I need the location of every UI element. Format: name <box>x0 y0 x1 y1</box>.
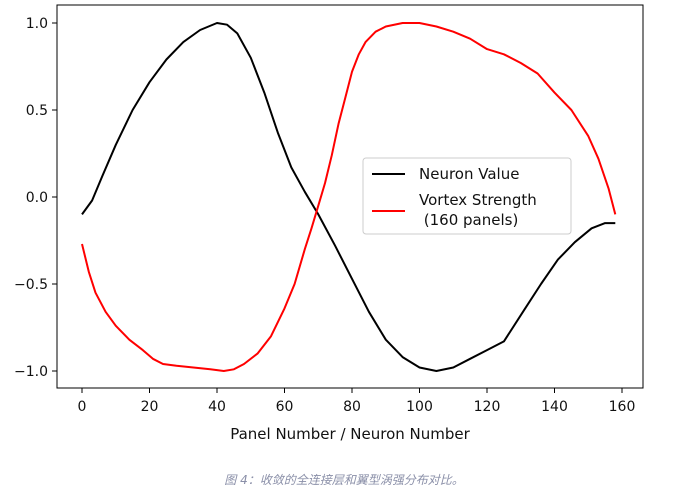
line-chart: 0 20 40 60 80 100 120 140 160 1.00.50.0−0.5−1.0 … <box>14 4 644 443</box>
y-tick-label: 0.5 <box>26 103 48 119</box>
y-tick-label: 0.0 <box>26 190 48 206</box>
legend-label-vortex: Vortex Strength <box>419 191 537 209</box>
x-tick-label: 160 <box>609 399 636 415</box>
legend: Neuron Value Vortex Strength (160 panels… <box>362 157 572 235</box>
figure-caption: 图 4：收敛的全连接层和翼型涡强分布对比。 <box>224 473 464 487</box>
x-axis: 0 20 40 60 80 100 120 140 160 <box>78 388 636 415</box>
x-tick-label: 20 <box>141 399 159 415</box>
y-tick-label: 1.0 <box>26 16 48 32</box>
x-tick-label: 40 <box>208 399 226 415</box>
x-axis-label: Panel Number / Neuron Number <box>230 425 470 443</box>
legend-box <box>362 157 572 235</box>
x-tick-label: 60 <box>276 399 294 415</box>
x-tick-label: 140 <box>541 399 568 415</box>
x-tick-label: 80 <box>343 399 361 415</box>
vortex-strength-line <box>81 22 617 372</box>
x-tick-label: 120 <box>474 399 501 415</box>
y-axis: 1.0 0.5 0.0 −0.5 −1.0 <box>14 16 57 380</box>
x-tick-label: 100 <box>406 399 433 415</box>
legend-label-vortex-sub: (160 panels) <box>419 211 518 229</box>
y-tick-label: −0.5 <box>14 277 48 293</box>
legend-label-neuron: Neuron Value <box>419 165 519 183</box>
neuron-value-line <box>81 22 616 372</box>
y-tick-label: −1.0 <box>14 364 48 380</box>
x-tick-label: 0 <box>78 399 87 415</box>
series-lines <box>81 22 617 372</box>
